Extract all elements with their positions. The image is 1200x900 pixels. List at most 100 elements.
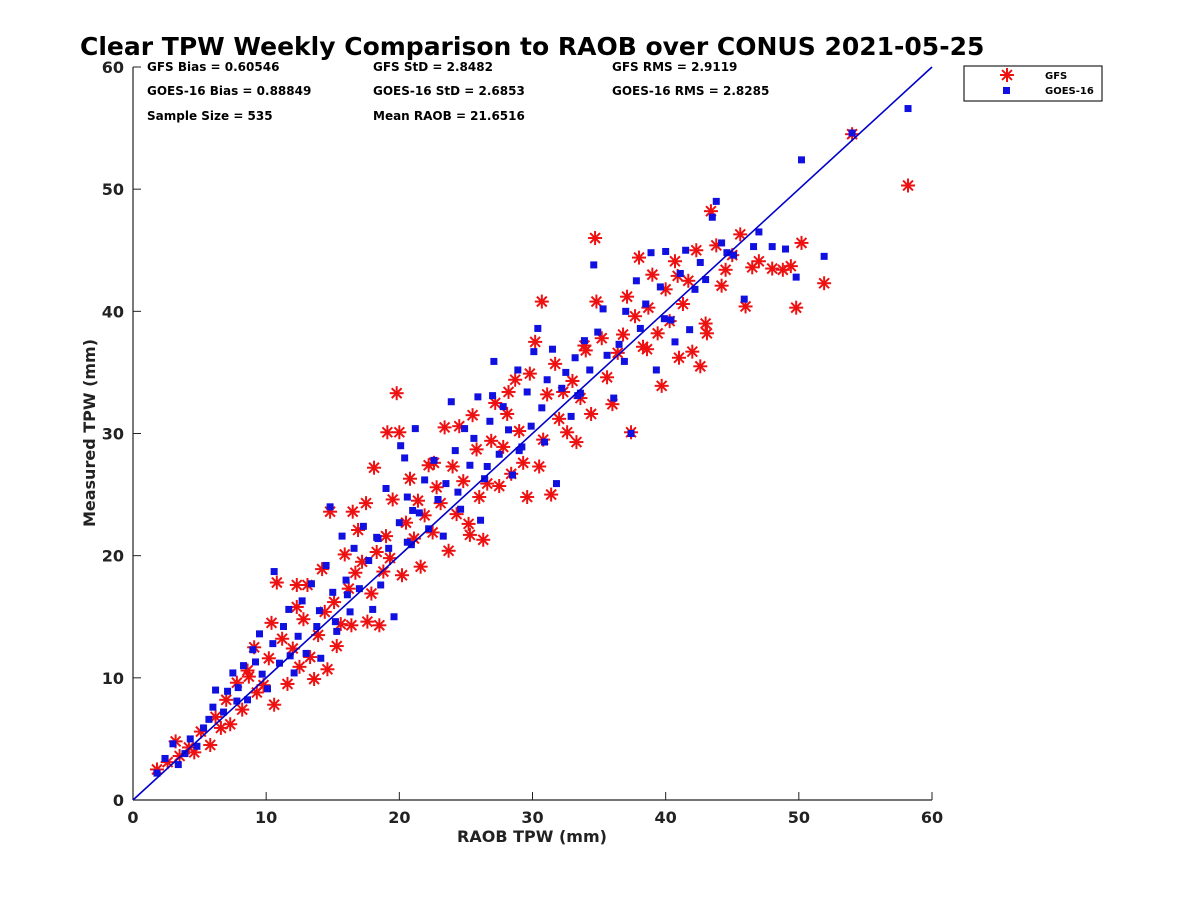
goes16-point <box>342 576 350 584</box>
gfs-point <box>380 425 395 440</box>
goes16-point <box>397 442 405 450</box>
goes16-point <box>499 403 507 411</box>
goes16-point <box>571 354 579 362</box>
goes16-point <box>708 213 716 221</box>
goes16-point <box>390 613 398 621</box>
goes16-point <box>200 724 208 732</box>
gfs-point <box>367 460 382 475</box>
stat-sample-size: Sample Size = 535 <box>147 109 273 123</box>
gfs-point <box>389 386 404 401</box>
goes16-point <box>470 434 478 442</box>
goes16-point <box>374 535 382 543</box>
gfs-point <box>445 459 460 474</box>
legend-gfs-label: GFS <box>1045 71 1067 82</box>
y-tick-label: 10 <box>102 669 124 688</box>
goes16-point <box>220 708 228 716</box>
goes16-point <box>290 669 298 677</box>
goes16-point <box>326 503 334 511</box>
goes16-point <box>343 591 351 599</box>
x-tick-label: 60 <box>921 808 943 827</box>
goes16-point <box>385 544 393 552</box>
gfs-point <box>392 425 407 440</box>
goes16-point <box>338 532 346 540</box>
gfs-point <box>565 373 580 388</box>
gfs-point <box>410 493 425 508</box>
gfs-point <box>548 356 563 371</box>
gfs-point <box>264 615 279 630</box>
goes16-point <box>369 605 377 613</box>
goes16-point <box>359 522 367 530</box>
y-tick-label: 40 <box>102 302 124 321</box>
gfs-point <box>699 326 714 341</box>
goes16-point <box>234 684 242 692</box>
legend-box <box>963 65 1103 102</box>
goes16-point <box>244 696 252 704</box>
goes16-point <box>534 324 542 332</box>
gfs-point <box>714 278 729 293</box>
legend-gfs-asterisk <box>1000 68 1014 82</box>
gfs-point <box>588 231 603 246</box>
goes16-point <box>490 357 498 365</box>
goes16-point <box>603 351 611 359</box>
gfs-point <box>794 235 809 250</box>
goes16-point <box>270 568 278 576</box>
legend-goes16-label: GOES-16 <box>1045 86 1094 97</box>
gfs-point <box>261 651 276 666</box>
goes16-point <box>656 283 664 291</box>
gfs-point <box>456 474 471 489</box>
gfs-point <box>765 261 780 276</box>
goes16-point <box>620 357 628 365</box>
gfs-point <box>449 507 464 522</box>
gfs-point <box>528 334 543 349</box>
goes16-point <box>240 662 248 670</box>
goes16-point <box>212 686 220 694</box>
goes16-point <box>483 462 491 470</box>
gfs-point <box>241 669 256 684</box>
x-tick-label: 30 <box>521 808 543 827</box>
goes16-point <box>186 735 194 743</box>
goes16-point <box>181 750 189 758</box>
goes16-point <box>627 430 635 437</box>
goes16-point <box>346 608 354 616</box>
y-tick-label: 50 <box>102 180 124 199</box>
goes16-point <box>447 398 455 406</box>
gfs-point <box>589 294 604 309</box>
goes16-point <box>317 654 325 662</box>
gfs-point <box>307 672 322 687</box>
gfs-point <box>817 276 832 291</box>
gfs-point <box>500 406 515 421</box>
stat-gfs-rms: GFS RMS = 2.9119 <box>612 60 737 74</box>
goes16-point <box>421 476 429 484</box>
goes16-point <box>538 404 546 412</box>
y-tick-label: 30 <box>102 425 124 444</box>
goes16-point <box>249 646 257 654</box>
legend: GFS GOES-16 <box>963 65 1103 102</box>
goes16-point <box>820 252 828 260</box>
gfs-point <box>616 327 631 342</box>
gfs-point <box>413 559 428 574</box>
goes16-point <box>477 516 485 524</box>
gfs-point <box>534 294 549 309</box>
gfs-point <box>348 565 363 580</box>
gfs-point <box>532 459 547 474</box>
axis-ticks: 0 10 20 30 40 50 60 0 10 20 30 40 50 60 <box>102 58 943 827</box>
gfs-point <box>520 490 535 505</box>
goes16-point <box>755 228 763 236</box>
gfs-point <box>383 551 398 566</box>
goes16-point <box>174 761 182 769</box>
gfs-point <box>269 575 284 590</box>
gfs-point <box>345 504 360 519</box>
goes16-point <box>430 456 438 464</box>
gfs-point <box>675 297 690 312</box>
goes16-point <box>671 338 679 346</box>
goes16-point <box>169 740 177 748</box>
goes16-point <box>594 328 602 336</box>
gfs-point <box>671 350 686 365</box>
gfs-point <box>600 370 615 385</box>
goes16-point <box>457 505 465 513</box>
goes16-point <box>258 670 266 678</box>
gfs-point <box>219 692 234 707</box>
stat-gfs-std: GFS StD = 2.8482 <box>373 60 493 74</box>
goes16-point <box>275 659 283 667</box>
plot-area: 0 10 20 30 40 50 60 0 10 20 30 40 50 60 <box>102 58 943 827</box>
